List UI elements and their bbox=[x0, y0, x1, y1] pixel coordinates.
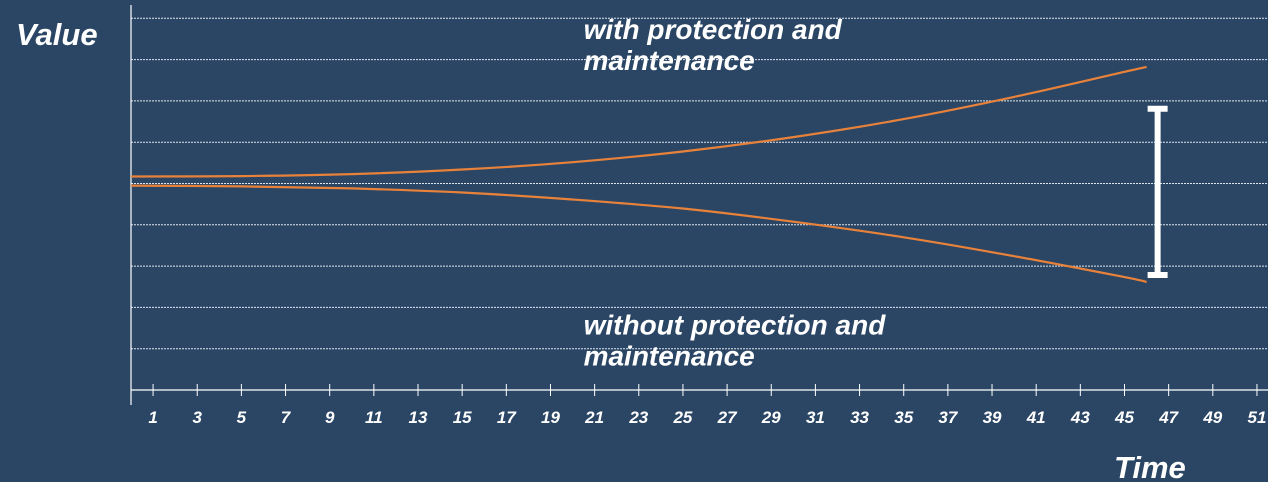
x-tick-label: 17 bbox=[497, 408, 517, 427]
x-tick-label: 23 bbox=[628, 408, 648, 427]
x-tick-label: 39 bbox=[983, 408, 1002, 427]
series-layer bbox=[130, 65, 1147, 284]
series-line-upper bbox=[130, 65, 1147, 178]
range-marker bbox=[1147, 105, 1168, 279]
axis-layer: 1 3 5 7 9 11 13 15 17 19 21 23 25 27 29 31 33 35 37 39 41 43 4… bbox=[130, 5, 1268, 427]
x-tick-label: 31 bbox=[806, 408, 825, 427]
x-tick-label: 47 bbox=[1158, 408, 1179, 427]
series-line-lower bbox=[130, 184, 1147, 284]
x-tick-label: 3 bbox=[192, 408, 202, 427]
x-tick-label: 51 bbox=[1248, 408, 1267, 427]
x-tick-label: 1 bbox=[148, 408, 157, 427]
annotation-layer: with protection and maintenance without pr… bbox=[584, 14, 887, 372]
annotation-with-protection: with protection and maintenance bbox=[584, 14, 843, 76]
x-axis-title: Time bbox=[1114, 450, 1186, 482]
x-tick-label: 33 bbox=[850, 408, 869, 427]
x-tick-label: 25 bbox=[672, 408, 692, 427]
x-tick-label: 49 bbox=[1202, 408, 1222, 427]
x-tick-label: 5 bbox=[237, 408, 247, 427]
x-tick-label: 21 bbox=[584, 408, 604, 427]
x-tick-label: 7 bbox=[281, 408, 292, 427]
x-tick-label: 27 bbox=[717, 408, 738, 427]
x-tick-label: 35 bbox=[894, 408, 913, 427]
annotation-without-protection: without protection and maintenance bbox=[584, 310, 887, 372]
y-axis-title: Value bbox=[16, 17, 98, 52]
x-tick-label: 45 bbox=[1114, 408, 1134, 427]
x-tick-label: 11 bbox=[365, 408, 383, 427]
x-tick-label: 43 bbox=[1070, 408, 1090, 427]
x-tick-label: 19 bbox=[541, 408, 560, 427]
x-tick-label: 13 bbox=[409, 408, 428, 427]
x-tick-label: 15 bbox=[453, 408, 472, 427]
x-tick-label: 29 bbox=[761, 408, 781, 427]
x-tick-label: 37 bbox=[938, 408, 958, 427]
x-tick-label: 9 bbox=[325, 408, 335, 427]
x-tick-label: 41 bbox=[1026, 408, 1046, 427]
grid-layer bbox=[131, 17, 1268, 350]
